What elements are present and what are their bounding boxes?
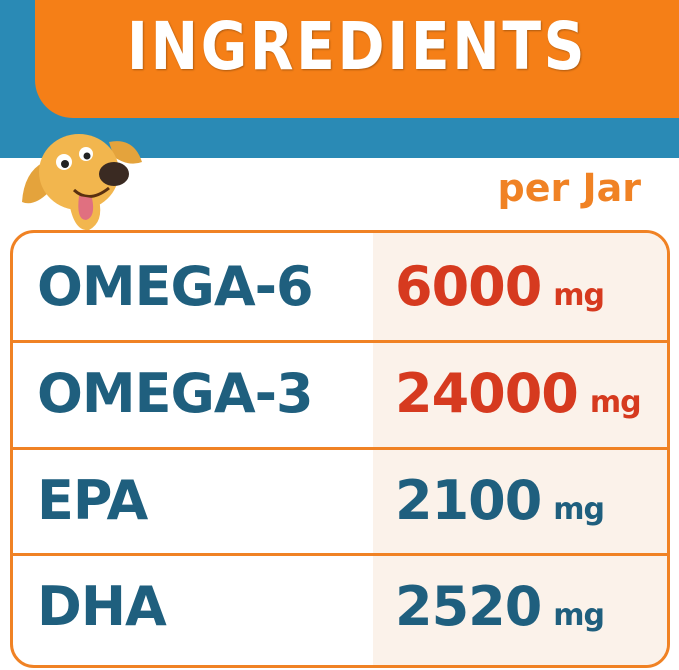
dog-mascot-icon bbox=[22, 134, 142, 231]
ingredient-name: OMEGA-6 bbox=[37, 255, 314, 318]
amount-value: 2100 bbox=[395, 469, 542, 532]
ingredient-amount: 24000 mg bbox=[395, 362, 642, 425]
amount-value: 24000 bbox=[395, 362, 579, 425]
amount-value: 2520 bbox=[395, 575, 542, 638]
row-divider bbox=[13, 447, 667, 450]
ingredient-amount: 2520 mg bbox=[395, 575, 605, 638]
ingredient-name: OMEGA-3 bbox=[37, 362, 314, 425]
table-row: EPA 2100 mg bbox=[13, 447, 667, 554]
row-divider bbox=[13, 340, 667, 343]
page-title: INGREDIENTS bbox=[126, 8, 588, 85]
table-row: OMEGA-6 6000 mg bbox=[13, 233, 667, 340]
ingredient-name: DHA bbox=[37, 575, 167, 638]
title-banner bbox=[35, 0, 679, 118]
amount-unit: mg bbox=[553, 598, 605, 633]
ingredient-amount: 6000 mg bbox=[395, 255, 605, 318]
row-divider bbox=[13, 553, 667, 556]
amount-unit: mg bbox=[553, 492, 605, 527]
table-row: DHA 2520 mg bbox=[13, 553, 667, 660]
amount-unit: mg bbox=[553, 278, 605, 313]
amount-value: 6000 bbox=[395, 255, 542, 318]
table-row: OMEGA-3 24000 mg bbox=[13, 340, 667, 447]
ingredient-amount: 2100 mg bbox=[395, 469, 605, 532]
amount-unit: mg bbox=[589, 385, 642, 420]
per-jar-label: per Jar bbox=[497, 166, 641, 210]
ingredient-name: EPA bbox=[37, 469, 148, 532]
ingredients-table: OMEGA-6 6000 mg OMEGA-3 24000 mg EPA 2100 m… bbox=[10, 230, 670, 668]
